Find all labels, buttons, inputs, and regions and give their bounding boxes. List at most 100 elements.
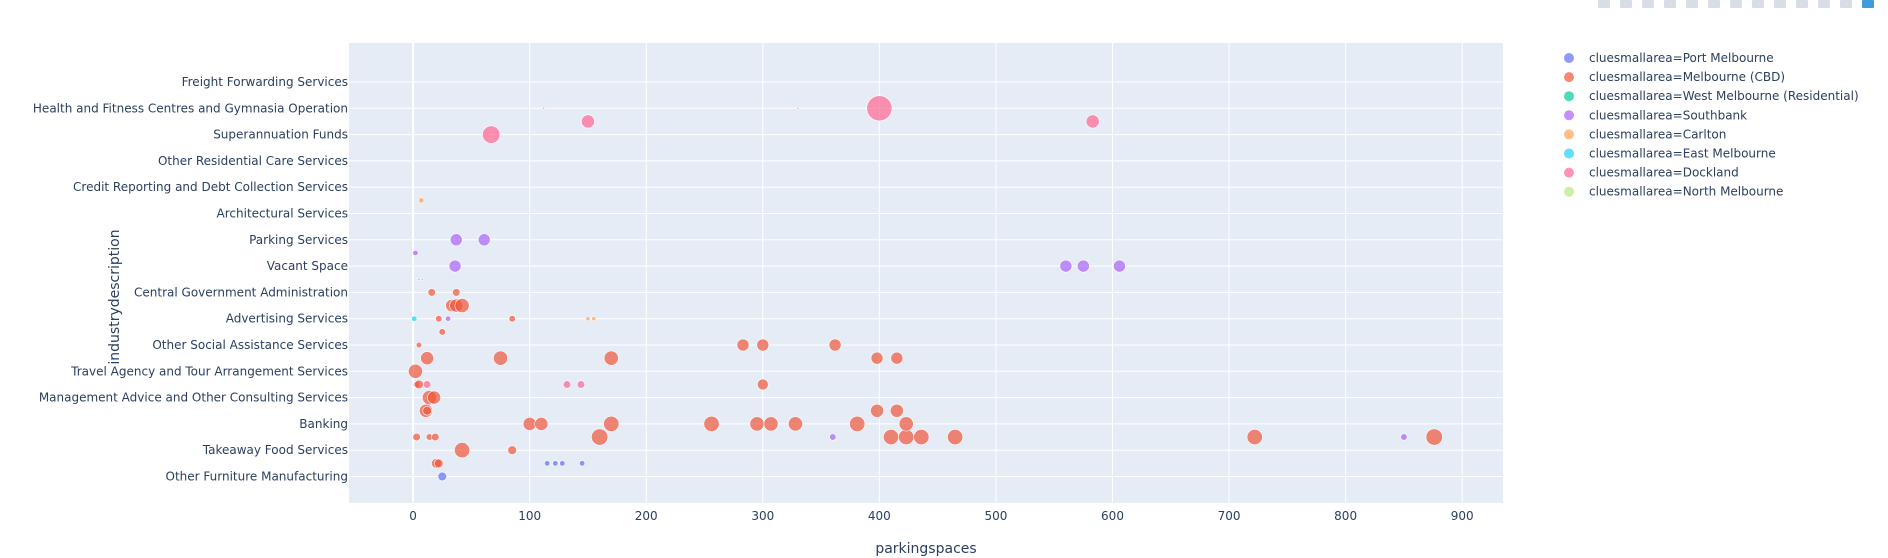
data-point[interactable]: [448, 259, 462, 273]
data-point[interactable]: [534, 416, 549, 431]
legend-item[interactable]: cluesmallarea=North Melbourne: [1564, 185, 1783, 199]
y-tick-label: Freight Forwarding Services: [182, 75, 348, 89]
data-point[interactable]: [454, 442, 471, 459]
data-point[interactable]: [438, 328, 446, 336]
data-point[interactable]: [493, 350, 508, 366]
plotly-logo-icon[interactable]: [1862, 0, 1874, 8]
legend-marker: [1564, 72, 1574, 83]
legend-marker: [1564, 186, 1574, 197]
data-point[interactable]: [449, 233, 463, 247]
data-point[interactable]: [787, 416, 803, 432]
data-point[interactable]: [898, 429, 915, 446]
y-tick-label: Travel Agency and Tour Arrangement Servi…: [70, 364, 348, 378]
data-point[interactable]: [414, 379, 424, 390]
legend-item[interactable]: cluesmallarea=Carlton: [1564, 127, 1726, 141]
data-point[interactable]: [437, 471, 447, 482]
data-point[interactable]: [552, 460, 559, 467]
data-point[interactable]: [1400, 433, 1408, 441]
legend-item[interactable]: cluesmallarea=Port Melbourne: [1564, 51, 1774, 65]
data-point[interactable]: [585, 316, 591, 322]
data-point[interactable]: [418, 197, 425, 204]
autoscale-icon[interactable]: [1752, 0, 1764, 8]
data-point[interactable]: [427, 288, 436, 297]
data-point[interactable]: [544, 460, 551, 467]
data-point[interactable]: [417, 277, 421, 281]
data-point[interactable]: [883, 429, 900, 446]
data-point[interactable]: [445, 315, 452, 322]
data-point[interactable]: [591, 316, 597, 322]
data-point[interactable]: [562, 380, 572, 389]
legend-item[interactable]: cluesmallarea=East Melbourne: [1564, 147, 1776, 161]
data-point[interactable]: [454, 298, 470, 313]
zoom-out-icon[interactable]: [1730, 0, 1742, 8]
data-point[interactable]: [889, 403, 904, 418]
data-point[interactable]: [870, 351, 884, 365]
data-point[interactable]: [579, 460, 586, 467]
data-point[interactable]: [542, 106, 546, 110]
data-point[interactable]: [1077, 259, 1090, 273]
data-point[interactable]: [749, 416, 765, 432]
legend[interactable]: cluesmallarea=Port Melbourne cluesmallare…: [1564, 51, 1859, 199]
data-point[interactable]: [559, 460, 566, 467]
data-point[interactable]: [603, 415, 620, 432]
data-point[interactable]: [1085, 114, 1100, 129]
data-point[interactable]: [890, 351, 904, 365]
spike-lines-icon[interactable]: [1796, 0, 1808, 8]
data-point[interactable]: [1113, 259, 1126, 273]
box-select-icon[interactable]: [1664, 0, 1676, 8]
data-point[interactable]: [434, 458, 444, 469]
data-point[interactable]: [1425, 428, 1443, 446]
pan-icon[interactable]: [1642, 0, 1654, 8]
data-point[interactable]: [581, 114, 595, 129]
data-point[interactable]: [866, 95, 893, 122]
data-point[interactable]: [796, 106, 800, 110]
zoom-in-icon[interactable]: [1708, 0, 1720, 8]
lasso-select-icon[interactable]: [1686, 0, 1698, 8]
legend-item[interactable]: cluesmallarea=Dockland: [1564, 166, 1739, 180]
data-point[interactable]: [477, 233, 491, 247]
data-point[interactable]: [591, 428, 609, 446]
hover-closest-icon[interactable]: [1818, 0, 1830, 8]
data-point[interactable]: [870, 403, 884, 418]
data-point[interactable]: [508, 315, 516, 323]
legend-item[interactable]: cluesmallarea=West Melbourne (Residentia…: [1564, 89, 1859, 103]
data-point[interactable]: [757, 378, 769, 391]
data-point[interactable]: [947, 429, 964, 446]
camera-icon[interactable]: [1598, 0, 1610, 8]
zoom-icon[interactable]: [1620, 0, 1632, 8]
data-point[interactable]: [829, 433, 837, 441]
data-point[interactable]: [421, 277, 424, 281]
data-point[interactable]: [482, 125, 501, 144]
data-point[interactable]: [522, 416, 537, 431]
data-point[interactable]: [412, 432, 421, 442]
data-point[interactable]: [1246, 429, 1263, 446]
data-point[interactable]: [407, 363, 423, 379]
data-point[interactable]: [703, 415, 720, 432]
hover-compare-icon[interactable]: [1840, 0, 1852, 8]
data-point[interactable]: [422, 380, 432, 389]
reset-axes-icon[interactable]: [1774, 0, 1786, 8]
data-point[interactable]: [420, 351, 434, 366]
data-point[interactable]: [411, 315, 418, 322]
data-point[interactable]: [452, 288, 461, 297]
data-point[interactable]: [435, 315, 443, 323]
legend-item[interactable]: cluesmallarea=Melbourne (CBD): [1564, 70, 1785, 84]
data-point[interactable]: [849, 415, 866, 432]
data-point[interactable]: [422, 406, 432, 416]
data-point[interactable]: [828, 338, 842, 352]
data-point[interactable]: [427, 390, 441, 405]
data-point[interactable]: [507, 445, 517, 455]
data-point[interactable]: [913, 429, 930, 446]
data-point[interactable]: [576, 380, 586, 389]
data-point[interactable]: [603, 350, 619, 366]
data-point[interactable]: [763, 416, 779, 432]
data-point[interactable]: [898, 416, 914, 432]
data-point[interactable]: [415, 341, 422, 349]
legend-item[interactable]: cluesmallarea=Southbank: [1564, 108, 1747, 122]
data-point[interactable]: [412, 249, 419, 256]
data-point[interactable]: [736, 338, 750, 352]
data-point[interactable]: [756, 338, 770, 352]
data-point[interactable]: [431, 432, 440, 442]
data-point[interactable]: [1059, 259, 1073, 273]
modebar[interactable]: [1598, 0, 1874, 8]
